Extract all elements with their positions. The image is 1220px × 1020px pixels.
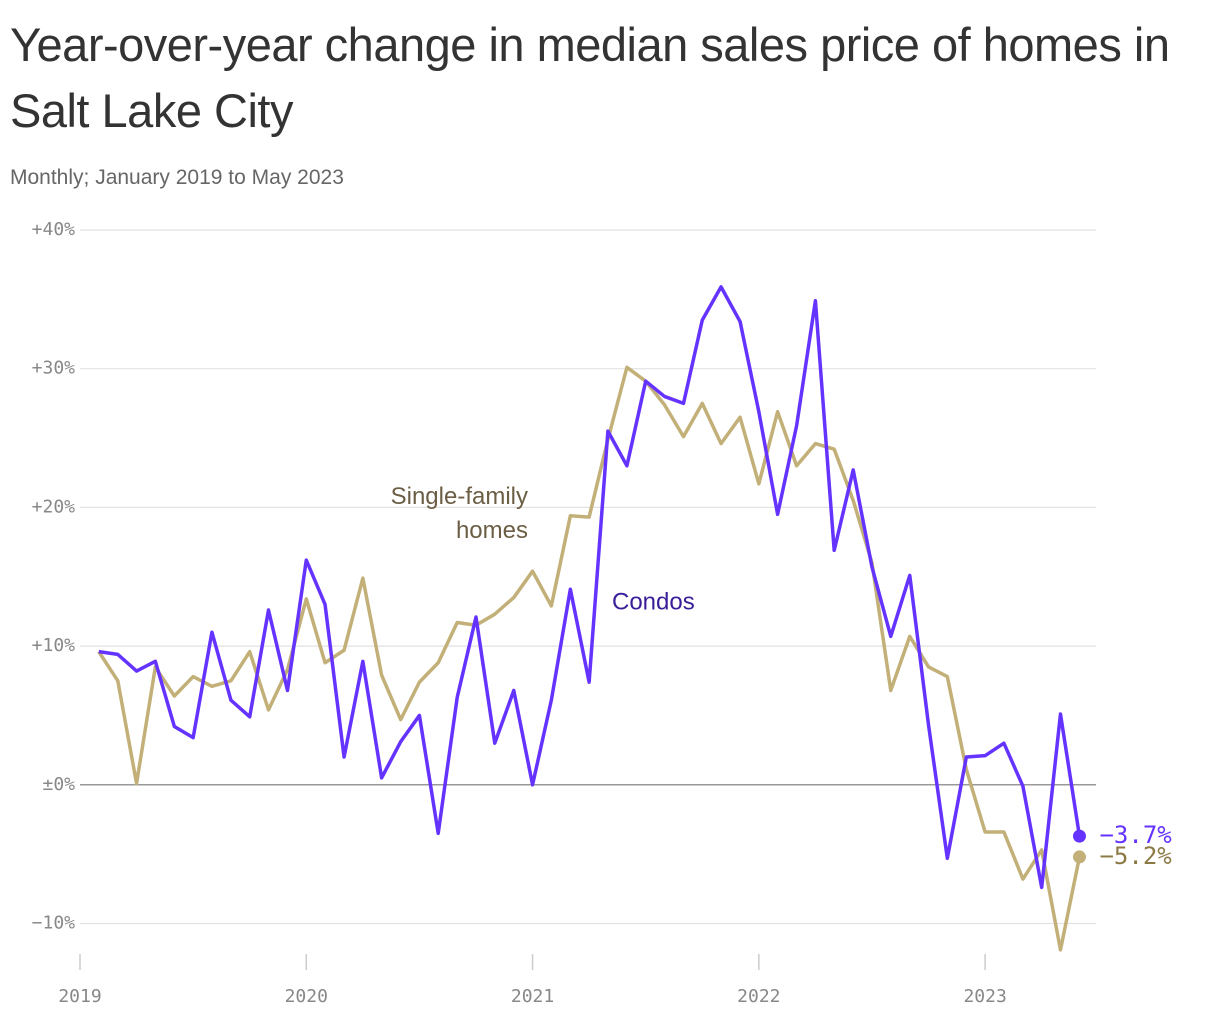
x-tick-label: 2021 — [511, 986, 554, 1007]
x-tick-label: 2023 — [963, 986, 1006, 1007]
x-tick-label: 2020 — [285, 986, 328, 1007]
end-label: −3.7% — [1099, 821, 1172, 849]
series-label: Condos — [612, 588, 695, 615]
series-line — [97, 365, 1082, 952]
chart-title: Year-over-year change in median sales pr… — [10, 18, 1170, 137]
end-dot — [1072, 850, 1086, 864]
x-tick-label: 2022 — [737, 986, 780, 1007]
end-dot — [1072, 829, 1086, 843]
y-tick-label: ±0% — [42, 774, 75, 795]
y-tick-label: +20% — [32, 496, 76, 517]
x-tick-label: 2019 — [58, 986, 101, 1007]
y-tick-label: +10% — [32, 635, 76, 656]
y-tick-label: +30% — [32, 358, 76, 379]
series-label: Single-family homes — [390, 483, 528, 544]
series-line — [98, 285, 1082, 890]
y-tick-label: +40% — [32, 219, 76, 240]
chart-subtitle: Monthly; January 2019 to May 2023 — [10, 166, 344, 189]
end-label: −5.2% — [1099, 842, 1172, 870]
y-tick-label: −10% — [32, 912, 76, 933]
